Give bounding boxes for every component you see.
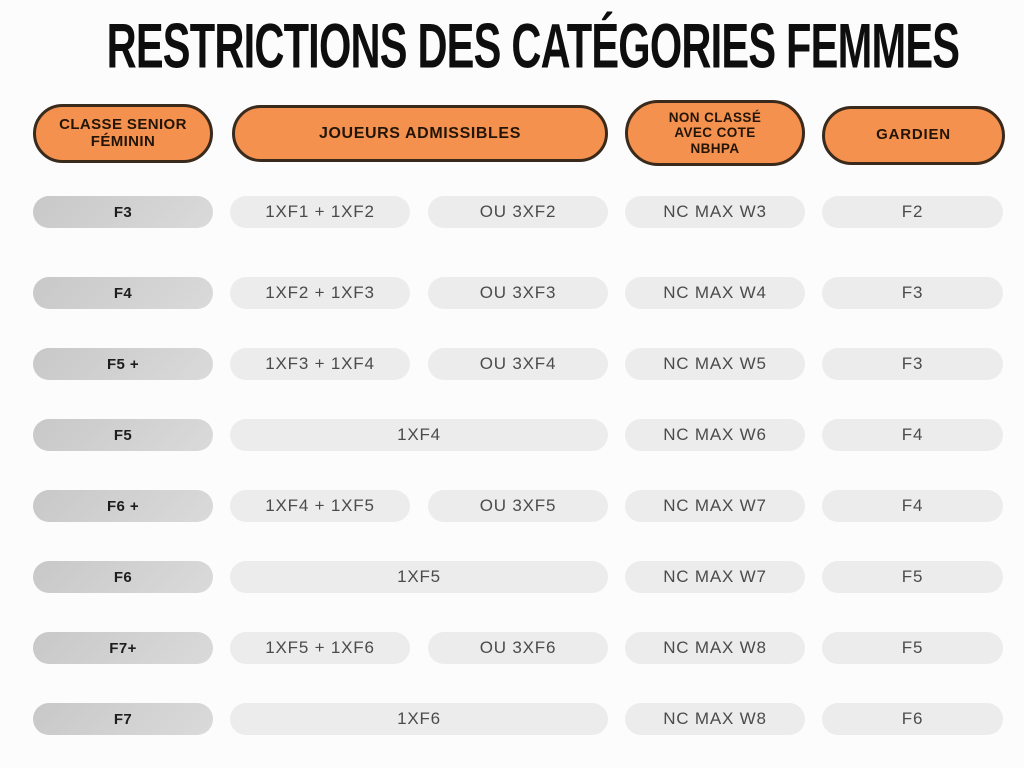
table-cell-admissibles-merged: 1XF4 [230,419,608,451]
table-cell-classe: F5 [33,419,213,451]
table-cell-admissibles: 1XF4 + 1XF5 [230,490,410,522]
table-cell-classe: F7+ [33,632,213,664]
table-cell-gardien: F3 [822,277,1003,309]
table-cell-nc: NC MAX W5 [625,348,805,380]
header-classe-senior-feminin: CLASSE SENIOR FÉMININ [33,104,213,163]
table-cell-classe: F6 + [33,490,213,522]
table-cell-ou: OU 3XF3 [428,277,608,309]
table-cell-nc: NC MAX W8 [625,703,805,735]
table-cell-ou: OU 3XF2 [428,196,608,228]
table-cell-admissibles: 1XF2 + 1XF3 [230,277,410,309]
table-cell-ou: OU 3XF6 [428,632,608,664]
table-cell-admissibles: 1XF5 + 1XF6 [230,632,410,664]
table-cell-gardien: F3 [822,348,1003,380]
table-cell-gardien: F4 [822,490,1003,522]
table-cell-admissibles-merged: 1XF6 [230,703,608,735]
table-cell-nc: NC MAX W7 [625,490,805,522]
table-cell-nc: NC MAX W6 [625,419,805,451]
table-cell-admissibles-merged: 1XF5 [230,561,608,593]
table-cell-ou: OU 3XF5 [428,490,608,522]
table-cell-nc: NC MAX W3 [625,196,805,228]
table-cell-classe: F4 [33,277,213,309]
table-cell-admissibles: 1XF1 + 1XF2 [230,196,410,228]
header-joueurs-admissibles: JOUEURS ADMISSIBLES [232,105,608,162]
table-cell-classe: F6 [33,561,213,593]
header-non-classe-nbhpa: NON CLASSÉ AVEC COTE NBHPA [625,100,805,166]
table-cell-ou: OU 3XF4 [428,348,608,380]
table-cell-gardien: F5 [822,632,1003,664]
title-bar: RESTRICTIONS DES CATÉGORIES FEMMES [0,10,1024,82]
table-cell-nc: NC MAX W7 [625,561,805,593]
table-cell-classe: F7 [33,703,213,735]
table-cell-gardien: F5 [822,561,1003,593]
table-cell-admissibles: 1XF3 + 1XF4 [230,348,410,380]
table-cell-nc: NC MAX W4 [625,277,805,309]
page-title: RESTRICTIONS DES CATÉGORIES FEMMES [106,11,960,82]
header-gardien: GARDIEN [822,106,1005,165]
table-cell-nc: NC MAX W8 [625,632,805,664]
table-cell-gardien: F4 [822,419,1003,451]
table-cell-classe: F5 + [33,348,213,380]
table-cell-gardien: F2 [822,196,1003,228]
table-cell-gardien: F6 [822,703,1003,735]
table-cell-classe: F3 [33,196,213,228]
